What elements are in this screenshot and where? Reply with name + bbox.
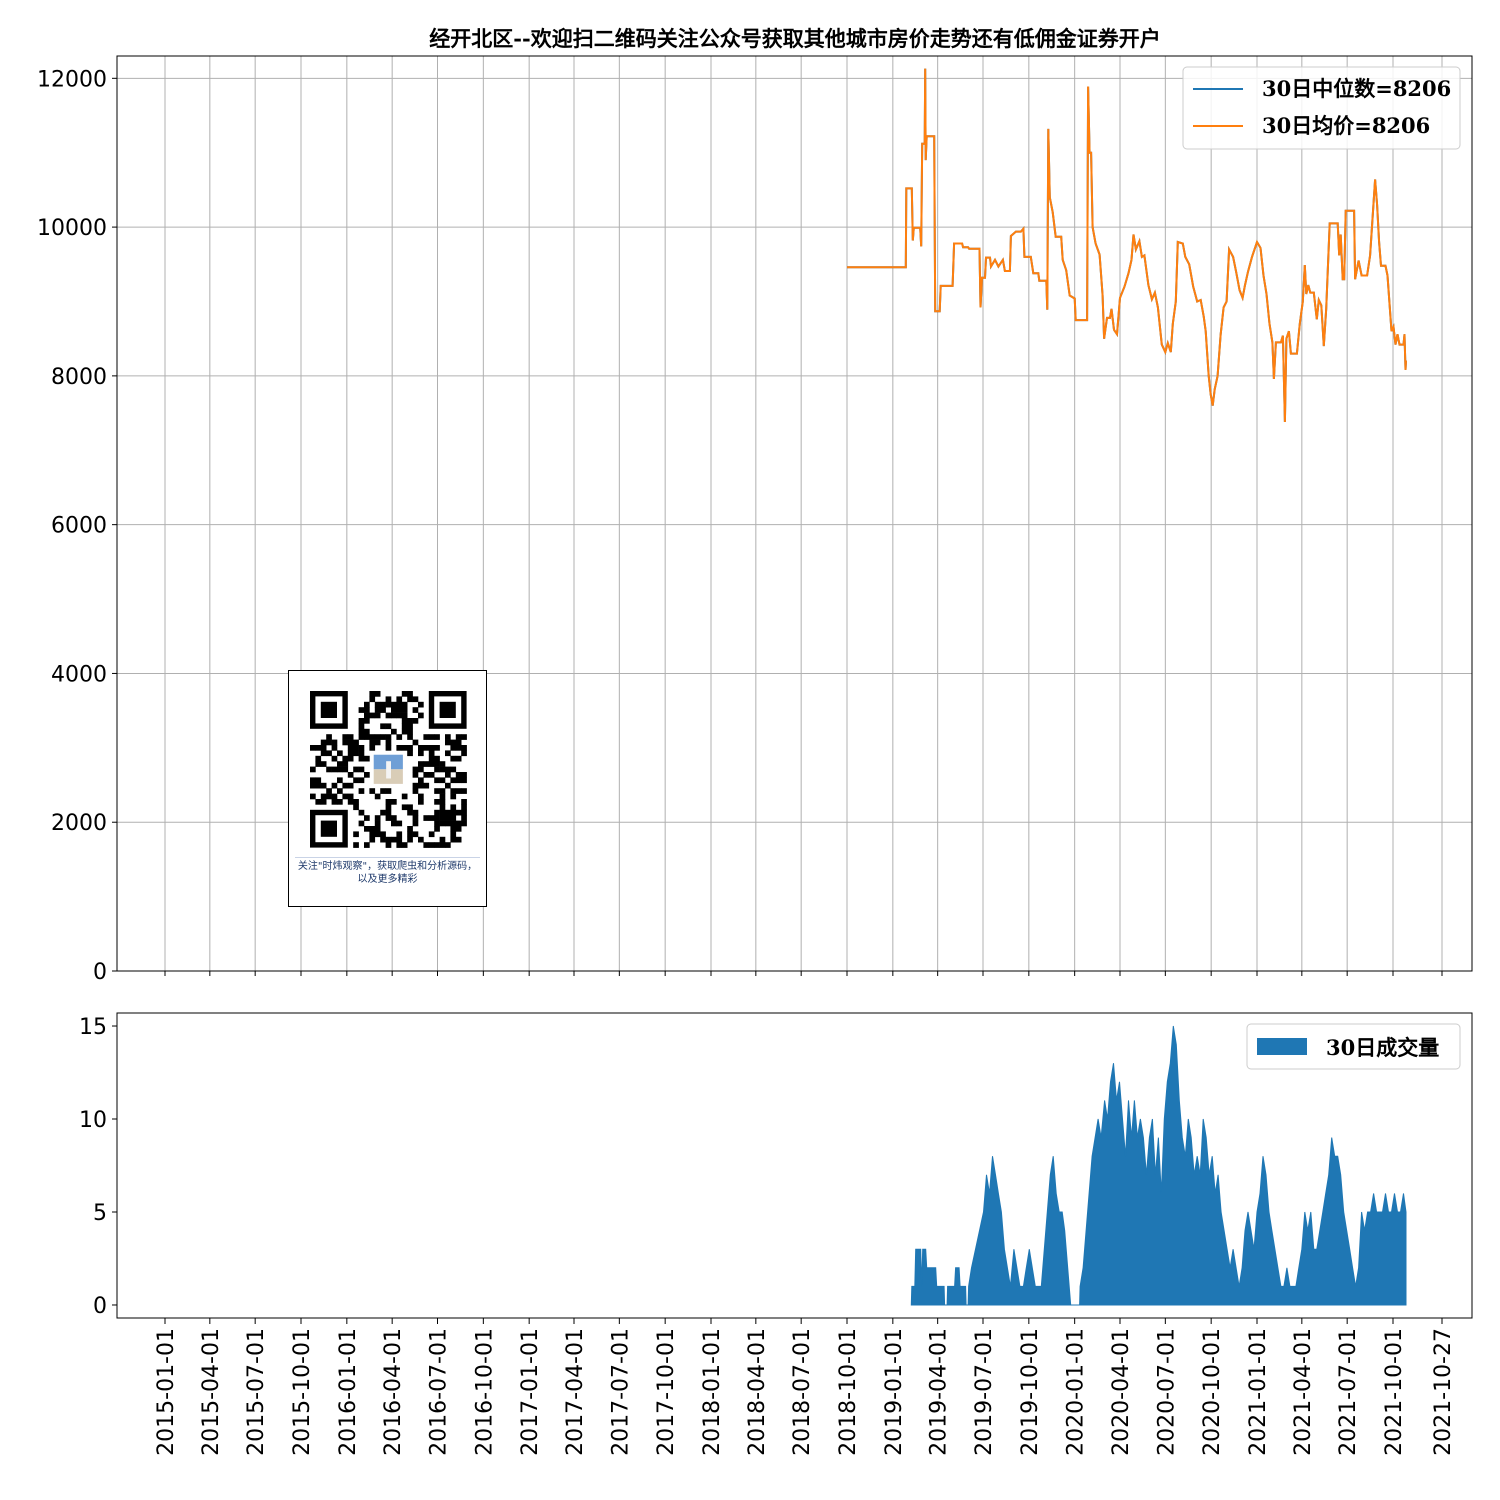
price-x-tick-marks: [164, 971, 1443, 976]
qr-code-card: 关注"时炜观察"，获取爬虫和分析源码，以及更多精彩: [288, 670, 487, 907]
x-tick-label: 2015-01-01: [154, 1328, 179, 1456]
x-tick-label: 2019-04-01: [927, 1328, 952, 1456]
x-tick-label: 2020-04-01: [1109, 1328, 1134, 1456]
y-tick-label: 6000: [51, 514, 107, 539]
chart-title: 经开北区--欢迎扫二维码关注公众号获取其他城市房价走势还有低佣金证券开户: [429, 26, 1160, 51]
x-tick-label: 2020-07-01: [1154, 1328, 1179, 1456]
date-x-ticks: 2015-01-01 2015-04-01 2015-07-01 2015-10-01…: [154, 1318, 1456, 1456]
volume-legend-label: 30日成交量: [1326, 1035, 1439, 1060]
x-tick-label: 2020-01-01: [1064, 1328, 1089, 1456]
volume-frame: [116, 1012, 1473, 1319]
price-panel: 0 2000 4000 6000 8000 10000 12000 30日中位数=8206 …: [37, 55, 1473, 985]
x-tick-label: 2018-07-01: [790, 1328, 815, 1456]
x-tick-label: 2018-01-01: [700, 1328, 725, 1456]
x-tick-label: 2016-01-01: [336, 1328, 361, 1456]
y-tick-label: 10000: [37, 216, 107, 241]
price-legend: 30日中位数=8206 30日均价=8206: [1182, 66, 1461, 150]
y-tick-label: 8000: [51, 365, 107, 390]
volume-legend: 30日成交量: [1246, 1023, 1461, 1070]
x-tick-label: 2017-04-01: [563, 1328, 588, 1456]
price-y-ticks: 0 2000 4000 6000 8000 10000 12000: [37, 67, 117, 985]
y-tick-label: 0: [93, 1294, 107, 1319]
x-tick-label: 2021-10-01: [1382, 1328, 1407, 1456]
y-tick-label: 12000: [37, 67, 107, 92]
x-tick-label: 2016-10-01: [472, 1328, 497, 1456]
x-tick-label: 2015-07-01: [244, 1328, 269, 1456]
x-tick-label: 2021-01-01: [1246, 1328, 1271, 1456]
y-tick-label: 2000: [51, 811, 107, 836]
x-tick-label: 2018-10-01: [836, 1328, 861, 1456]
x-tick-label: 2017-01-01: [518, 1328, 543, 1456]
qr-code-icon: [310, 691, 467, 848]
y-tick-label: 10: [79, 1108, 107, 1133]
qr-caption: 关注"时炜观察"，获取爬虫和分析源码，以及更多精彩: [295, 857, 480, 886]
volume-series: [910, 1025, 1407, 1306]
median-legend-label: 30日中位数=8206: [1262, 76, 1451, 101]
volume-y-ticks: 0 5 10 15: [79, 1015, 117, 1319]
y-tick-label: 4000: [51, 662, 107, 687]
price-legend-box: [1182, 66, 1461, 150]
y-tick-label: 15: [79, 1015, 107, 1040]
x-tick-label: 2019-01-01: [882, 1328, 907, 1456]
price-frame: [116, 55, 1473, 972]
x-tick-label: 2020-10-01: [1200, 1328, 1225, 1456]
volume-legend-swatch: [1257, 1038, 1307, 1055]
mean-price-line: [847, 68, 1407, 423]
x-tick-label: 2021-07-01: [1336, 1328, 1361, 1456]
y-tick-label: 5: [93, 1201, 107, 1226]
x-tick-label: 2016-04-01: [381, 1328, 406, 1456]
x-tick-label: 2015-04-01: [199, 1328, 224, 1456]
x-tick-label: 2016-07-01: [427, 1328, 452, 1456]
x-tick-label: 2017-10-01: [654, 1328, 679, 1456]
mean-legend-label: 30日均价=8206: [1262, 113, 1430, 138]
x-tick-label: 2021-10-27: [1431, 1328, 1456, 1456]
x-tick-label: 2019-10-01: [1018, 1328, 1043, 1456]
x-tick-label: 2019-07-01: [972, 1328, 997, 1456]
price-series: [847, 68, 1407, 423]
volume-legend-box: [1246, 1023, 1461, 1070]
x-tick-label: 2015-10-01: [290, 1328, 315, 1456]
volume-area: [910, 1025, 1407, 1306]
x-tick-label: 2017-07-01: [608, 1328, 633, 1456]
x-tick-label: 2021-04-01: [1291, 1328, 1316, 1456]
y-tick-label: 0: [93, 960, 107, 985]
x-tick-label: 2018-04-01: [745, 1328, 770, 1456]
